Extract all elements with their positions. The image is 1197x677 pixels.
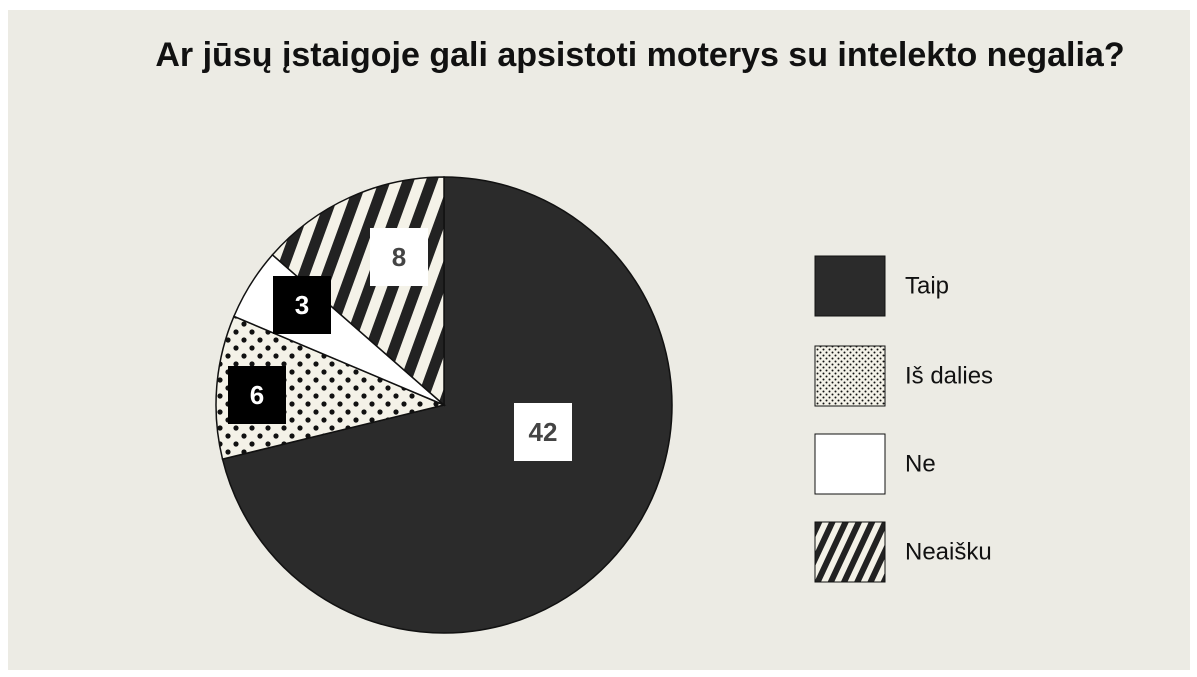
legend-label: Taip bbox=[905, 273, 949, 300]
data-label: 6 bbox=[250, 380, 264, 410]
data-label: 8 bbox=[392, 242, 406, 272]
data-label-box bbox=[228, 366, 286, 424]
legend-label: Iš dalies bbox=[905, 363, 993, 390]
legend-swatch bbox=[814, 345, 886, 407]
data-label-box bbox=[514, 403, 572, 461]
legend-swatch bbox=[814, 255, 886, 317]
data-label: 42 bbox=[529, 417, 558, 447]
legend-swatch bbox=[814, 433, 886, 495]
pie-slice bbox=[221, 176, 673, 634]
legend-label: Neaišku bbox=[905, 539, 992, 566]
chart-title: Ar jūsų įstaigoje gali apsistoti moterys… bbox=[155, 36, 1125, 74]
data-label: 3 bbox=[295, 290, 309, 320]
legend-label: Ne bbox=[905, 451, 936, 478]
data-label-box bbox=[273, 276, 331, 334]
data-label-box bbox=[370, 228, 428, 286]
legend-swatch bbox=[814, 521, 886, 583]
